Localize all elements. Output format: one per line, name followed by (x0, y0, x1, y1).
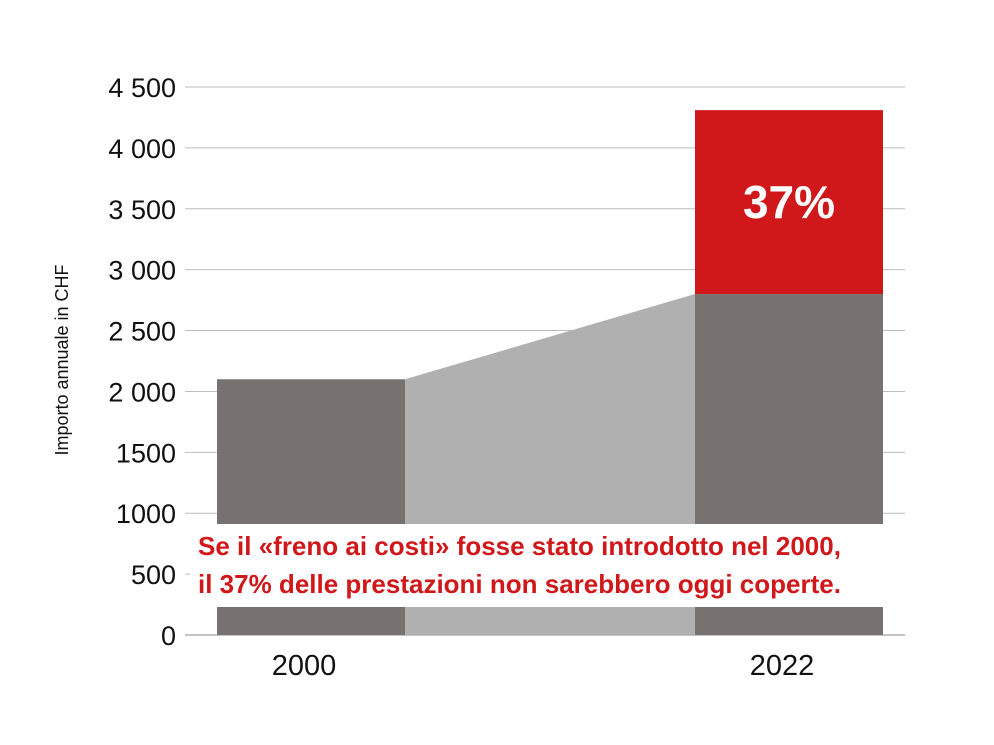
y-tick-label: 2 500 (108, 317, 176, 347)
y-tick-label: 0 (161, 621, 176, 651)
y-tick-label: 4 000 (108, 134, 176, 164)
x-tick-label: 2000 (272, 650, 337, 682)
bar-increase (695, 110, 883, 295)
x-tick-label: 2022 (750, 650, 815, 682)
y-axis-label: Importo annuale in CHF (52, 264, 72, 455)
bar-percent-label: 37% (743, 176, 835, 228)
x-tick-labels: 2000 2022 (272, 650, 815, 682)
y-tick-label: 3 500 (108, 195, 176, 225)
note-line-1: Se il «freno ai costi» fosse stato intro… (198, 531, 841, 561)
note-line-2: il 37% delle prestazioni non sarebbero o… (198, 569, 841, 599)
y-tick-label: 3 000 (108, 256, 176, 286)
annotation-note: Se il «freno ai costi» fosse stato intro… (190, 524, 935, 607)
y-tick-label: 1500 (116, 438, 176, 468)
y-tick-label: 4 500 (108, 73, 176, 103)
y-tick-label: 2 000 (108, 377, 176, 407)
y-tick-label: 500 (131, 560, 176, 590)
y-tick-labels: 0 500 1000 1500 2 000 2 500 3 000 3 500 4 000 4 5… (108, 73, 176, 651)
y-tick-label: 1000 (116, 499, 176, 529)
